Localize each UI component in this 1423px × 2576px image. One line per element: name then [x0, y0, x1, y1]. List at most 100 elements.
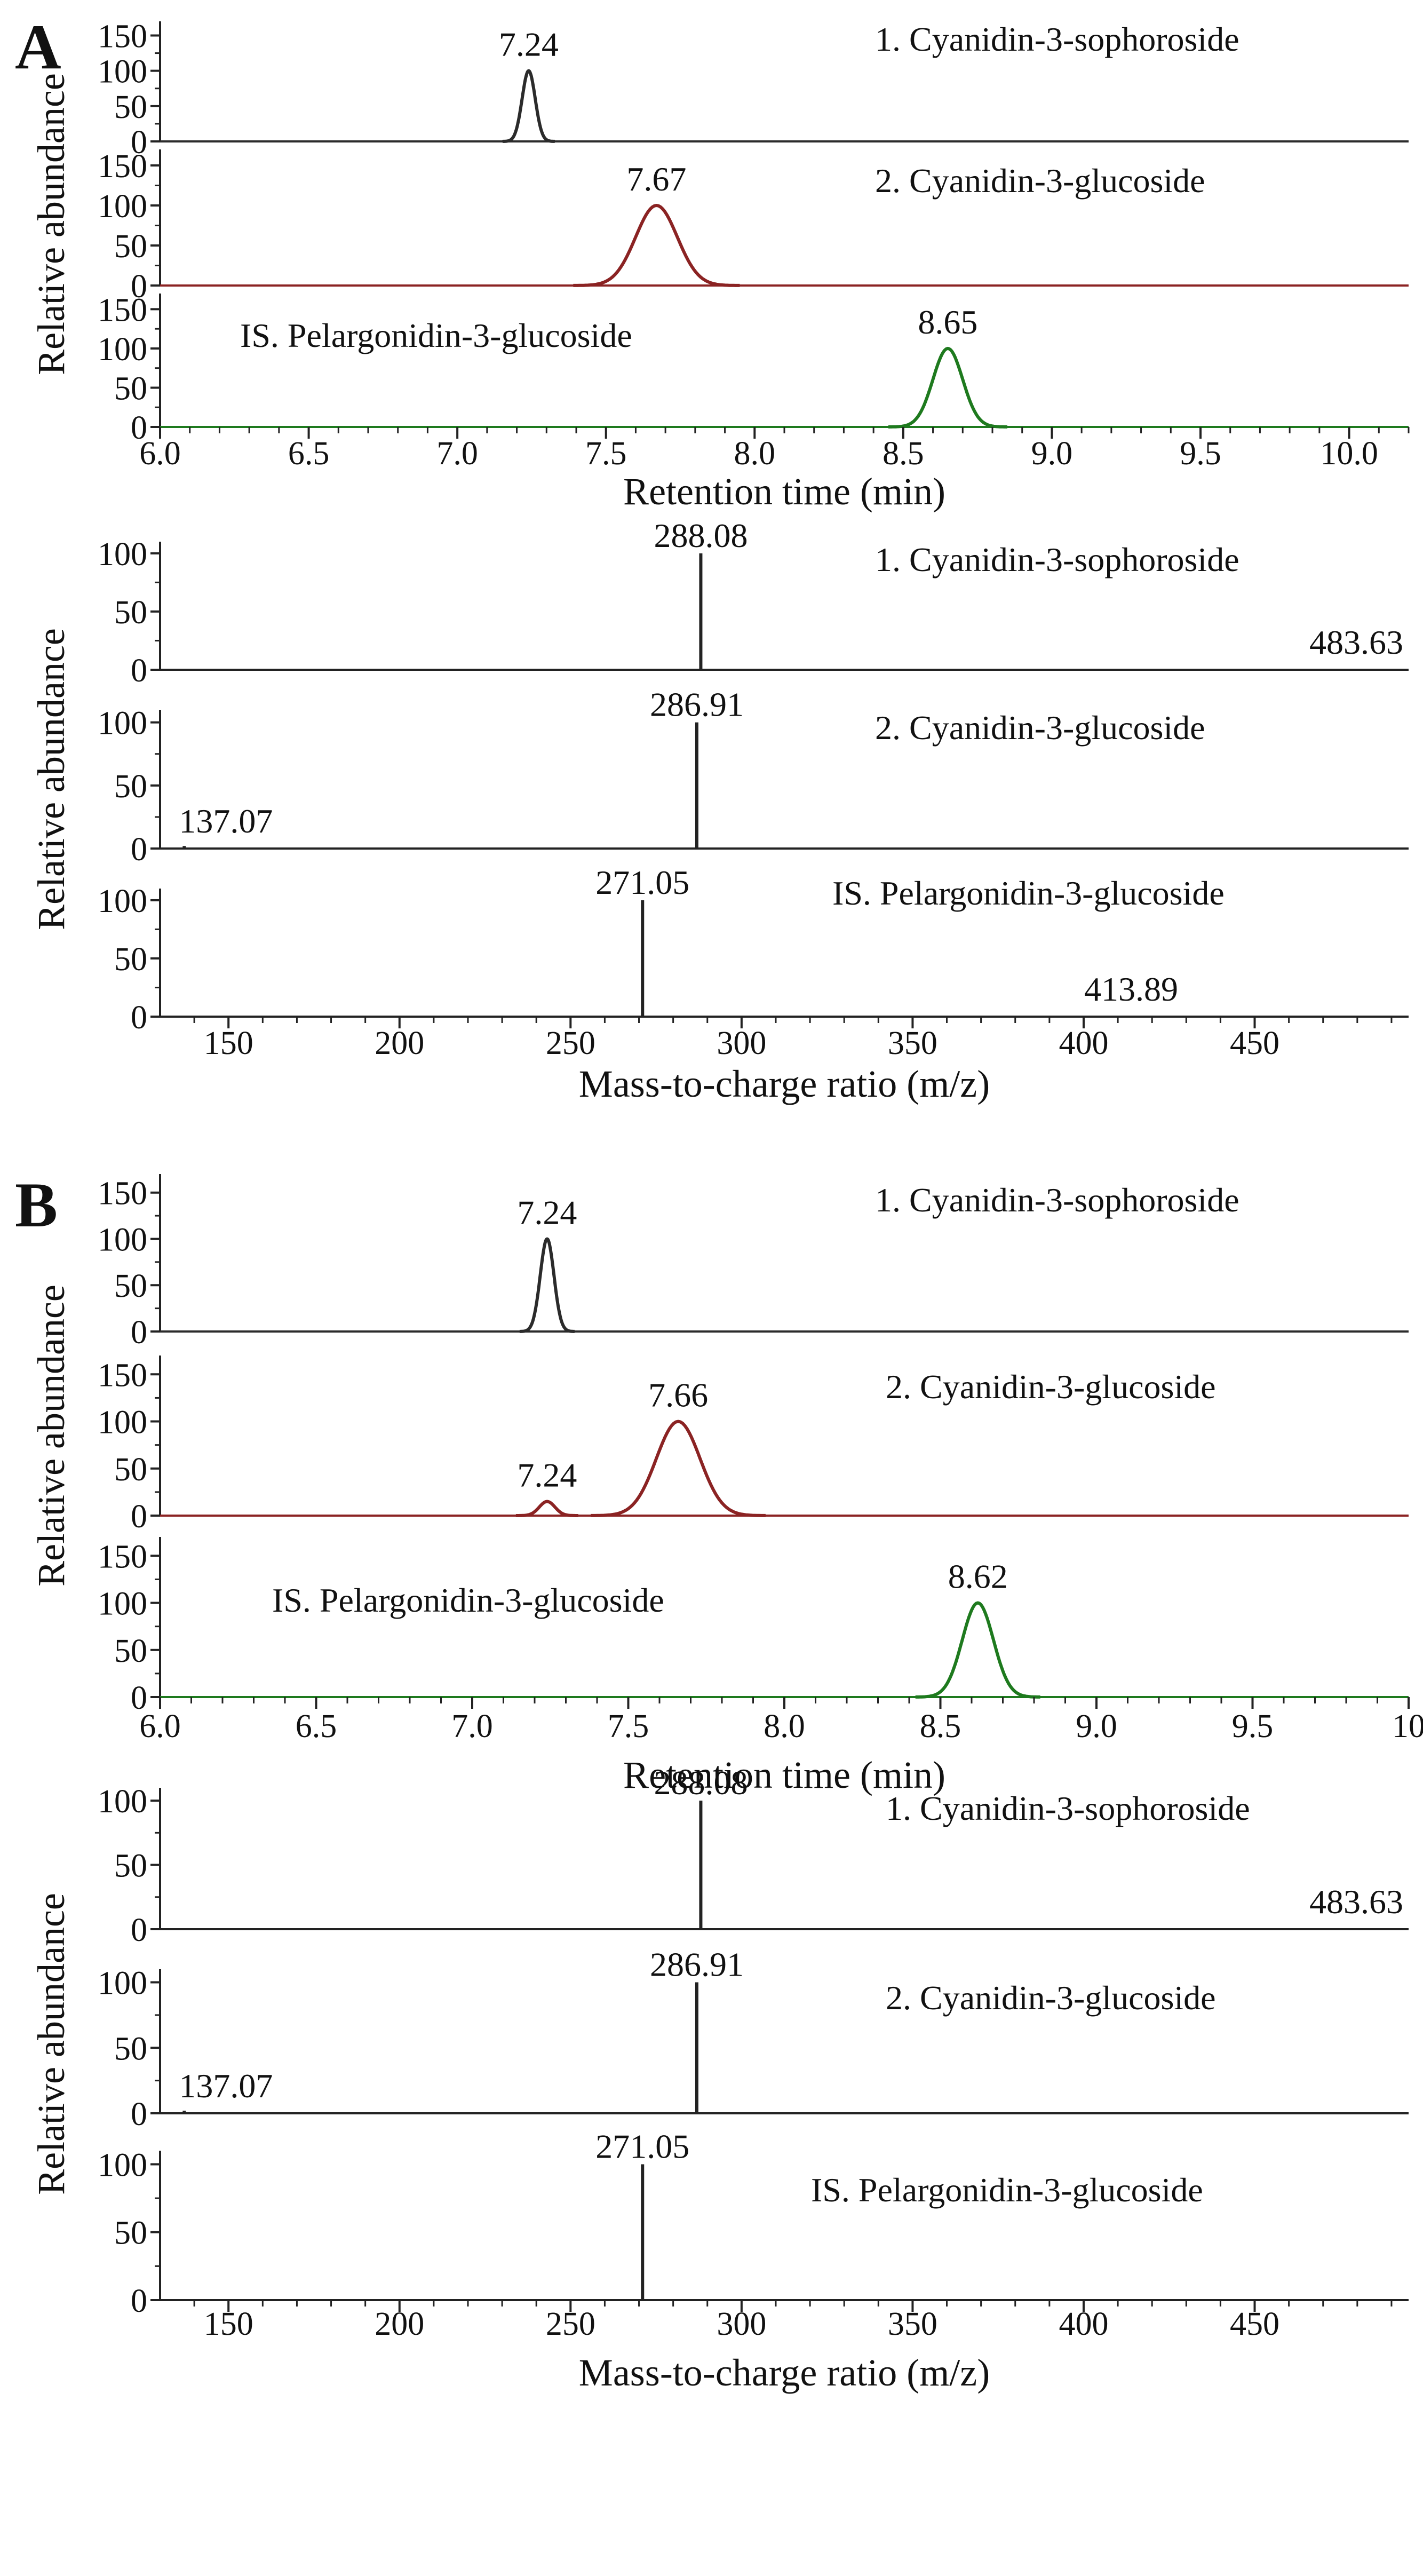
chrom-a-x-tick-label-7: 9.5 — [1180, 435, 1221, 472]
ms-a-x-tick-label-6: 450 — [1230, 1025, 1279, 1061]
chrom-b-y-tick-label-1-3: 150 — [98, 1357, 147, 1393]
chrom-b-x-tick-label-0: 6.0 — [139, 1708, 181, 1745]
chrom-b-series-label-2: IS. Pelargonidin-3-glucoside — [272, 1581, 664, 1619]
ms-a-x-tick-label-0: 150 — [204, 1025, 253, 1061]
chrom-b-peak-label-0-0: 7.24 — [517, 1193, 577, 1231]
chrom-a-y-tick-label-2-3: 150 — [98, 292, 147, 328]
ms-b-bar-label-0-1: 483.63 — [1309, 1883, 1403, 1921]
chrom-a-series-label-0: 1. Cyanidin-3-sophoroside — [875, 20, 1239, 58]
chrom-b-peak-label-2-0: 8.62 — [948, 1558, 1008, 1596]
chrom-a-peak-label-2-0: 8.65 — [918, 303, 977, 341]
ms-b-x-tick-label-4: 350 — [888, 2306, 937, 2342]
ms-a-series-label-0: 1. Cyanidin-3-sophoroside — [875, 541, 1239, 578]
ms-b-y-axis-label: Relative abundance — [30, 1893, 73, 2195]
ms-b-y-tick-label-1-2: 100 — [98, 1965, 147, 2002]
ms-b-bar-label-2-0: 271.05 — [595, 2127, 689, 2165]
chrom-b-peak-2-0 — [915, 1601, 1040, 1699]
chrom-a-peak-label-0-0: 7.24 — [499, 26, 559, 64]
ms-b-series-label-2: IS. Pelargonidin-3-glucoside — [811, 2171, 1203, 2209]
chrom-b-x-tick-label-3: 7.5 — [608, 1708, 649, 1745]
ms-b-y-tick-label-2-1: 50 — [114, 2215, 147, 2252]
ms-a-x-tick-label-1: 200 — [375, 1025, 424, 1061]
ms-a-y-tick-label-1-2: 100 — [98, 706, 147, 742]
ms-b-y-tick-label-2-2: 100 — [98, 2147, 147, 2183]
chrom-b-peak-0-0 — [519, 1237, 576, 1333]
chrom-b-x-tick-label-5: 8.5 — [920, 1708, 961, 1745]
chrom-b-peak-label-1-1: 7.66 — [648, 1376, 708, 1414]
chrom-b-x-axis-label: Retention time (min) — [623, 1754, 945, 1796]
ms-a-y-tick-label-0-2: 100 — [98, 536, 147, 573]
ms-b-x-axis-label: Mass-to-charge ratio (m/z) — [579, 2351, 990, 2394]
chrom-b-y-tick-label-0-2: 100 — [98, 1222, 147, 1258]
chrom-a-y-tick-label-1-3: 150 — [98, 148, 147, 185]
chrom-a-y-tick-label-1-2: 100 — [98, 188, 147, 225]
chrom-a-y-tick-label-0-3: 150 — [98, 18, 147, 54]
ms-b-x-tick-label-0: 150 — [204, 2306, 253, 2342]
chrom-b-y-tick-label-1-2: 100 — [98, 1405, 147, 1441]
ms-b-y-tick-label-0-2: 100 — [98, 1784, 147, 1820]
chrom-a-y-axis-label: Relative abundance — [30, 73, 73, 375]
ms-a-y-tick-label-0-0: 0 — [131, 653, 147, 689]
chrom-a-peak-2-0 — [888, 346, 1008, 429]
ms-a-y-tick-label-2-1: 50 — [114, 941, 147, 978]
chrom-b-series-label-1: 2. Cyanidin-3-glucoside — [886, 1368, 1216, 1406]
chrom-b-x-tick-label-1: 6.5 — [296, 1708, 337, 1745]
ms-b-series-label-0: 1. Cyanidin-3-sophoroside — [886, 1789, 1250, 1827]
chrom-a-y-tick-label-1-0: 0 — [131, 268, 147, 305]
ms-b-y-tick-label-2-0: 0 — [131, 2283, 147, 2319]
chrom-a-y-tick-label-0-1: 50 — [114, 89, 147, 125]
chrom-b-y-tick-label-0-1: 50 — [114, 1268, 147, 1304]
chrom-a-x-axis-label: Retention time (min) — [623, 470, 945, 513]
chrom-a-x-tick-label-4: 8.0 — [734, 435, 776, 472]
chrom-b-series-label-0: 1. Cyanidin-3-sophoroside — [875, 1181, 1239, 1219]
ms-b-series-label-1: 2. Cyanidin-3-glucoside — [886, 1979, 1216, 2017]
ms-b-x-tick-label-1: 200 — [375, 2306, 424, 2342]
chrom-a-y-tick-label-2-0: 0 — [131, 410, 147, 446]
ms-a-bar-label-0-0: 288.08 — [654, 517, 748, 554]
ms-a-y-tick-label-0-1: 50 — [114, 595, 147, 631]
ms-a-y-tick-label-1-0: 0 — [131, 831, 147, 868]
chrom-b-x-tick-label-6: 9.0 — [1076, 1708, 1117, 1745]
chrom-a-y-tick-label-1-1: 50 — [114, 228, 147, 265]
ms-b-y-tick-label-1-1: 50 — [114, 2031, 147, 2067]
ms-a-bar-label-1-0: 286.91 — [650, 686, 744, 724]
ms-a-bar-label-2-1: 413.89 — [1084, 970, 1178, 1008]
ms-b-y-tick-label-0-0: 0 — [131, 1912, 147, 1948]
ms-a-x-tick-label-4: 350 — [888, 1025, 937, 1061]
chrom-a-y-tick-label-0-0: 0 — [131, 124, 147, 161]
chrom-a-y-tick-label-0-2: 100 — [98, 54, 147, 90]
chrom-b-y-tick-label-1-1: 50 — [114, 1452, 147, 1488]
chrom-a-x-tick-label-3: 7.5 — [585, 435, 627, 472]
chrom-a-x-tick-label-1: 6.5 — [288, 435, 330, 472]
ms-a-series-label-1: 2. Cyanidin-3-glucoside — [875, 709, 1205, 747]
ms-a-x-tick-label-5: 400 — [1059, 1025, 1108, 1061]
ms-a-bar-label-2-0: 271.05 — [595, 863, 689, 901]
chrom-b-peak-1-0 — [515, 1500, 579, 1517]
chrom-b-x-tick-label-7: 9.5 — [1232, 1708, 1274, 1745]
chrom-b-y-tick-label-1-0: 0 — [131, 1499, 147, 1535]
ms-a-x-tick-label-3: 300 — [717, 1025, 766, 1061]
ms-a-bar-label-1-1: 137.07 — [179, 802, 273, 840]
chrom-a-x-tick-label-0: 6.0 — [139, 435, 181, 472]
chrom-b-peak-label-1-0: 7.24 — [517, 1456, 577, 1494]
chrom-b-y-tick-label-2-1: 50 — [114, 1633, 147, 1669]
ms-b-x-tick-label-2: 250 — [546, 2306, 595, 2342]
chrom-a-peak-1-0 — [573, 204, 740, 287]
ms-b-bar-label-1-1: 137.07 — [179, 2067, 273, 2105]
ms-b-y-tick-label-1-0: 0 — [131, 2096, 147, 2133]
chrom-b-y-tick-label-0-0: 0 — [131, 1314, 147, 1351]
chrom-a-series-label-2: IS. Pelargonidin-3-glucoside — [240, 316, 632, 354]
ms-a-y-axis-label: Relative abundance — [30, 628, 73, 930]
ms-b-bar-label-0-0: 288.08 — [654, 1764, 748, 1802]
chrom-b-y-tick-label-2-0: 0 — [131, 1680, 147, 1716]
chrom-b-x-tick-label-2: 7.0 — [451, 1708, 493, 1745]
ms-a-x-tick-label-2: 250 — [546, 1025, 595, 1061]
ms-a-x-axis-label: Mass-to-charge ratio (m/z) — [579, 1063, 990, 1105]
chrom-a-y-tick-label-2-2: 100 — [98, 331, 147, 368]
chrom-b-y-axis-label: Relative abundance — [30, 1285, 73, 1587]
ms-a-series-label-2: IS. Pelargonidin-3-glucoside — [832, 874, 1225, 912]
chrom-a-series-label-1: 2. Cyanidin-3-glucoside — [875, 162, 1205, 200]
